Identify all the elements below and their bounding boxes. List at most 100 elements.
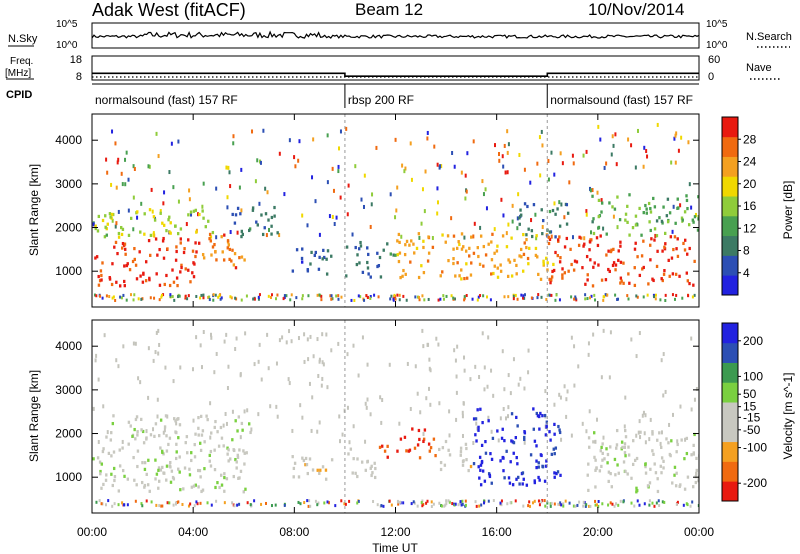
- scatter-point: [351, 232, 354, 237]
- scatter-point: [152, 358, 155, 363]
- echo-cell: [241, 232, 244, 237]
- echo-cell: [606, 461, 609, 465]
- scatter-point: [105, 157, 108, 162]
- ground-scatter-point: [230, 296, 233, 300]
- scatter-point: [321, 376, 324, 381]
- ground-scatter-point: [258, 293, 261, 297]
- echo-cell: [530, 229, 534, 233]
- echo-cell: [634, 241, 637, 245]
- scatter-point: [636, 128, 639, 133]
- echo-cell: [692, 485, 695, 489]
- echo-cell: [155, 472, 159, 476]
- echo-cell: [123, 474, 126, 478]
- echo-cell: [512, 441, 516, 445]
- ground-scatter-point: [549, 504, 552, 508]
- ground-scatter-point: [309, 504, 312, 508]
- echo-cell: [232, 263, 236, 267]
- echo-cell: [143, 467, 147, 472]
- scatter-point: [662, 393, 665, 398]
- echo-cell: [496, 244, 499, 248]
- echo-cell: [656, 249, 659, 253]
- scatter-point: [643, 431, 646, 436]
- scatter-point: [486, 384, 489, 389]
- scatter-point: [364, 401, 367, 406]
- echo-cell: [443, 463, 447, 467]
- echo-cell: [627, 445, 630, 449]
- scatter-point: [115, 358, 118, 363]
- scatter-point: [501, 154, 504, 159]
- echo-cell: [636, 223, 639, 227]
- echo-cell: [322, 248, 325, 252]
- echo-cell: [661, 278, 664, 283]
- colorbar-tick-label: 50: [743, 387, 757, 401]
- ground-scatter-point: [492, 499, 495, 503]
- ground-scatter-point: [169, 293, 172, 297]
- echo-cell: [208, 232, 212, 237]
- echo-cell: [366, 266, 370, 270]
- ground-scatter-point: [533, 499, 536, 503]
- echo-cell: [189, 280, 192, 284]
- scatter-point: [453, 164, 456, 169]
- echo-cell: [158, 283, 162, 287]
- echo-cell: [633, 458, 637, 463]
- echo-cell: [651, 430, 654, 434]
- echo-cell: [690, 453, 693, 457]
- ground-scatter-point: [659, 298, 662, 302]
- echo-cell: [616, 195, 619, 199]
- ground-scatter-point: [307, 294, 310, 298]
- echo-cell: [351, 471, 354, 475]
- scatter-point: [433, 144, 436, 149]
- ground-scatter-point: [614, 293, 617, 297]
- echo-cell: [538, 427, 541, 431]
- echo-cell: [170, 469, 174, 473]
- echo-cell: [490, 240, 493, 244]
- ground-scatter-point: [158, 504, 161, 508]
- echo-cell: [231, 212, 234, 217]
- echo-cell: [94, 256, 97, 260]
- echo-cell: [270, 224, 273, 228]
- ground-scatter-point: [459, 501, 462, 505]
- ground-scatter-point: [450, 294, 453, 298]
- ground-scatter-point: [318, 293, 321, 297]
- ground-scatter-point: [249, 503, 252, 507]
- echo-cell: [535, 466, 538, 470]
- echo-cell: [373, 475, 377, 480]
- echo-cell: [422, 245, 425, 250]
- scatter-point: [599, 137, 602, 142]
- echo-cell: [422, 270, 426, 275]
- ground-scatter-point: [372, 499, 375, 503]
- scatter-point: [474, 364, 477, 369]
- scatter-point: [638, 419, 641, 424]
- echo-cell: [553, 471, 556, 475]
- echo-cell: [429, 446, 433, 450]
- echo-cell: [175, 442, 178, 446]
- scatter-point: [451, 150, 454, 155]
- scatter-point: [243, 409, 246, 414]
- colorbar-tick-label: 15: [743, 400, 757, 414]
- colorbar-tick-label: -100: [743, 441, 767, 455]
- ground-scatter-point: [301, 297, 304, 301]
- ground-scatter-point: [651, 501, 654, 505]
- scatter-point: [608, 375, 611, 380]
- ground-scatter-point: [257, 297, 260, 301]
- scatter-point: [671, 229, 674, 234]
- echo-cell: [582, 244, 585, 248]
- ground-scatter-point: [223, 501, 226, 505]
- ground-scatter-point: [643, 502, 646, 506]
- ground-scatter-point: [584, 293, 587, 297]
- scatter-point: [485, 206, 488, 211]
- echo-cell: [109, 438, 113, 442]
- scatter-point: [639, 435, 642, 440]
- echo-cell: [511, 483, 515, 487]
- echo-cell: [197, 426, 200, 430]
- ground-scatter-point: [568, 501, 571, 505]
- echo-cell: [143, 212, 146, 216]
- scatter-point: [191, 367, 194, 372]
- echo-cell: [441, 270, 444, 274]
- ground-scatter-point: [523, 293, 526, 297]
- echo-cell: [535, 411, 539, 416]
- scatter-point: [225, 332, 228, 337]
- echo-cell: [162, 223, 166, 227]
